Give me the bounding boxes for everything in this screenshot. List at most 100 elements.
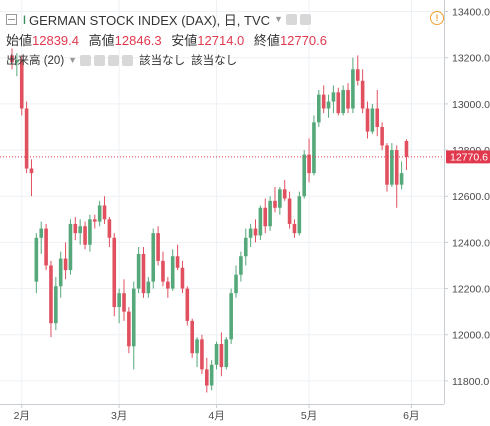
candles-layer (10, 48, 409, 393)
candle (24, 101, 29, 174)
candle (360, 69, 365, 114)
x-tick-label: 5月 (301, 410, 317, 422)
candle-body (73, 223, 78, 234)
warning-icon[interactable]: ! (430, 11, 444, 25)
candle-body (336, 92, 341, 114)
candle-body (63, 258, 68, 271)
candle-body (307, 154, 311, 174)
candle-body (68, 223, 73, 271)
ohlc-values: 始値12839.4 高値12846.3 安値12714.0 終値12770.6 (6, 30, 333, 49)
y-tick-label: 12200.0 (452, 284, 490, 296)
x-tick-label: 2月 (14, 410, 30, 422)
candle (351, 57, 355, 114)
candle (190, 318, 194, 358)
candle (39, 221, 44, 254)
gear-icon[interactable] (299, 13, 311, 25)
close-icon[interactable] (122, 54, 134, 66)
candle-body (117, 293, 121, 308)
candle (102, 196, 107, 224)
candle-body (312, 122, 316, 174)
candle-body (15, 60, 19, 63)
candle-body (404, 140, 409, 157)
candle-body (385, 145, 389, 185)
candle (92, 214, 97, 229)
candle (399, 161, 404, 190)
open-label: 始値 (6, 33, 33, 48)
candle (78, 219, 82, 245)
candle (404, 139, 409, 170)
chart-legend: ||| GERMAN STOCK INDEX (DAX), 日, TVC ▼ 始… (6, 10, 333, 68)
candle (321, 85, 326, 114)
candle-body (341, 90, 345, 114)
candle-body (185, 288, 190, 321)
candle (346, 83, 350, 114)
candle-body (24, 108, 29, 169)
candle (273, 186, 277, 213)
candle (380, 122, 384, 151)
candle-body (205, 369, 209, 386)
y-tick-label: 12000.0 (452, 330, 490, 342)
candle-body (136, 253, 141, 289)
candle-body (258, 207, 263, 236)
candle (54, 277, 58, 331)
candle (166, 277, 170, 298)
candle-body (317, 94, 321, 123)
candle-body (360, 80, 365, 109)
chevron-down-icon[interactable]: ▼ (274, 14, 283, 24)
candle (248, 223, 253, 248)
price-axis[interactable]: 13400.013200.013000.012800.012600.012400… (444, 7, 490, 388)
eye-icon[interactable] (285, 13, 297, 25)
volume-label[interactable]: 出来高 (20) (6, 55, 65, 67)
candle-body (229, 293, 233, 340)
candle (29, 159, 34, 197)
candle (161, 251, 165, 287)
candle-body (131, 288, 136, 347)
candle-body (351, 69, 355, 109)
candle-body (268, 200, 272, 227)
candle-body (78, 226, 82, 234)
candle-body (278, 189, 282, 208)
candle (268, 196, 272, 231)
candle (49, 260, 53, 338)
candle (258, 205, 263, 241)
add-icon[interactable] (108, 54, 120, 66)
y-tick-label: 13000.0 (452, 99, 490, 111)
candle-body (224, 339, 229, 368)
gear-icon[interactable] (94, 54, 106, 66)
candle-body (190, 320, 194, 354)
y-tick-label: 11800.0 (452, 376, 489, 388)
candle-body (248, 228, 253, 238)
candle-body (156, 233, 160, 261)
symbol-title[interactable]: GERMAN STOCK INDEX (DAX), 日, TVC (29, 12, 271, 28)
candle (195, 337, 199, 368)
candle (185, 286, 190, 326)
candle (394, 145, 399, 208)
candle-body (58, 258, 63, 287)
candle (141, 247, 146, 298)
candle (370, 103, 375, 134)
x-tick-label: 4月 (208, 410, 224, 422)
candle (68, 219, 73, 275)
candle (209, 360, 214, 391)
candle-body (380, 126, 384, 146)
candle-body (44, 228, 48, 266)
x-tick-label: 3月 (111, 410, 127, 422)
time-axis[interactable]: 2月 3月 4月 5月 6月 (14, 404, 420, 422)
volume-value-2: 該当なし (191, 55, 238, 67)
candle-body (214, 343, 219, 365)
candle-body (170, 256, 175, 289)
candle (287, 191, 292, 229)
candle-body (365, 108, 370, 132)
candle-body (166, 281, 170, 289)
collapse-icon[interactable] (6, 13, 17, 25)
chevron-down-icon[interactable]: ▼ (68, 55, 78, 65)
eye-icon[interactable] (80, 54, 92, 66)
candle-body (83, 226, 87, 245)
candle-body (19, 60, 24, 109)
candle (58, 251, 63, 298)
candle-body (239, 256, 243, 275)
candle (112, 233, 117, 317)
candle (282, 180, 287, 201)
candle-body (292, 223, 297, 234)
